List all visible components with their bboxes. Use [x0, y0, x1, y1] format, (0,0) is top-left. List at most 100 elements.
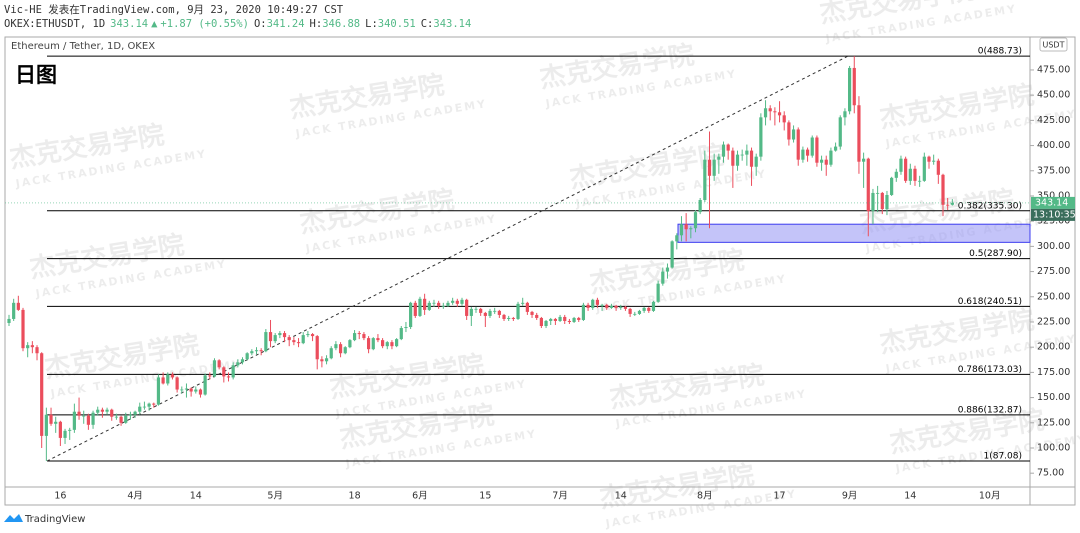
x-tick-label: 8月 [697, 491, 713, 502]
candle-body [161, 377, 165, 384]
candle-body [838, 117, 842, 147]
candle-body [918, 180, 922, 182]
y-tick-label: 300.00 [1037, 241, 1070, 252]
candle-body [693, 212, 698, 229]
ohlc-value: 341.24 [267, 18, 305, 30]
candle-body [735, 154, 740, 166]
candle-body [30, 345, 34, 348]
candle-body [567, 320, 571, 322]
candle-body [315, 336, 319, 360]
candle-body [871, 192, 875, 212]
candle-body [749, 150, 754, 167]
candle-body [885, 194, 889, 210]
candle-body [278, 333, 282, 336]
candle-body [100, 409, 104, 412]
candle-body [819, 159, 824, 163]
candle-body [544, 320, 548, 327]
ohlc-value: 346.88 [322, 18, 360, 30]
candle-body [549, 318, 553, 321]
candle-body [222, 367, 226, 377]
candle-body [114, 416, 119, 418]
candle-body [54, 421, 58, 424]
candle-body [679, 224, 684, 236]
chart-title: Ethereum / Tether, 1D, OKEX [11, 41, 155, 52]
candle-body [581, 304, 586, 320]
fib-label: 0(488.73) [978, 47, 1022, 57]
candle-body [217, 360, 221, 368]
candle-body [763, 108, 768, 118]
candle-body [605, 304, 609, 308]
candle-body [49, 414, 53, 424]
candle-body [530, 311, 534, 315]
candle-body [338, 344, 343, 354]
candle-body [198, 389, 203, 395]
countdown-tag [1031, 208, 1075, 221]
candle-body [352, 333, 357, 341]
fib-label: 0.382(335.30) [958, 201, 1022, 211]
candle-body [395, 339, 399, 347]
candle-body [950, 202, 954, 205]
y-tick-label: 375.00 [1037, 165, 1070, 176]
candle-body [768, 108, 772, 112]
candle-body [661, 271, 665, 284]
candle-body [180, 389, 184, 391]
candle-body [852, 67, 856, 106]
candle-body [236, 362, 240, 366]
candle-body [254, 350, 259, 352]
candle-body [152, 403, 156, 405]
candle-body [628, 308, 632, 314]
candle-body [119, 416, 123, 423]
candle-body [110, 409, 114, 417]
candle-body [740, 154, 744, 156]
candle-body [423, 298, 427, 310]
candle-body [203, 375, 207, 395]
fib-label: 0.618(240.51) [958, 297, 1022, 307]
currency: USDT [1043, 41, 1065, 50]
x-tick-label: 18 [349, 491, 361, 502]
candle-body [264, 332, 268, 352]
author-line: Vic-HE 发表在TradingView.com, 9月 23, 2020 1… [4, 3, 344, 16]
candle-body [35, 347, 39, 354]
candle-body [922, 156, 926, 181]
candle-body [876, 192, 880, 194]
candle-body [558, 316, 562, 321]
candle-body [665, 267, 670, 272]
candle-body [675, 235, 679, 242]
candle-body [726, 144, 730, 151]
candle-body [525, 302, 529, 312]
candle-body [731, 150, 735, 166]
candle-body [357, 333, 361, 335]
candle-body [226, 376, 231, 378]
candle-body [138, 406, 142, 412]
candle-body [156, 377, 161, 405]
last-price-tag [1031, 196, 1075, 209]
candle-body [843, 111, 847, 118]
candle-body [941, 174, 945, 205]
candle-body [577, 317, 581, 320]
candle-body [796, 129, 800, 160]
candle-body [91, 412, 95, 425]
candle-body [782, 115, 786, 123]
candle-body [72, 411, 76, 430]
candle-body [86, 415, 90, 425]
candle-body [932, 160, 936, 162]
candle-body [745, 150, 749, 155]
x-tick-label: 14 [190, 491, 202, 502]
y-tick-label: 350.00 [1037, 190, 1070, 201]
candle-body [231, 365, 235, 378]
fib-label: 0.886(132.87) [958, 405, 1022, 415]
candle-body [805, 149, 810, 156]
candle-body [259, 350, 263, 352]
candle-body [507, 317, 511, 319]
candle-body [142, 406, 147, 408]
candle-body [68, 429, 72, 431]
fib-label: 0.5(287.90) [969, 249, 1022, 259]
y-tick-label: 75.00 [1037, 468, 1064, 479]
candle-body [250, 351, 254, 354]
candle-body [399, 328, 403, 340]
fib-label: 1(87.08) [983, 452, 1022, 462]
zone [677, 223, 1031, 243]
candle-body [208, 375, 212, 377]
candle-body [147, 403, 151, 407]
